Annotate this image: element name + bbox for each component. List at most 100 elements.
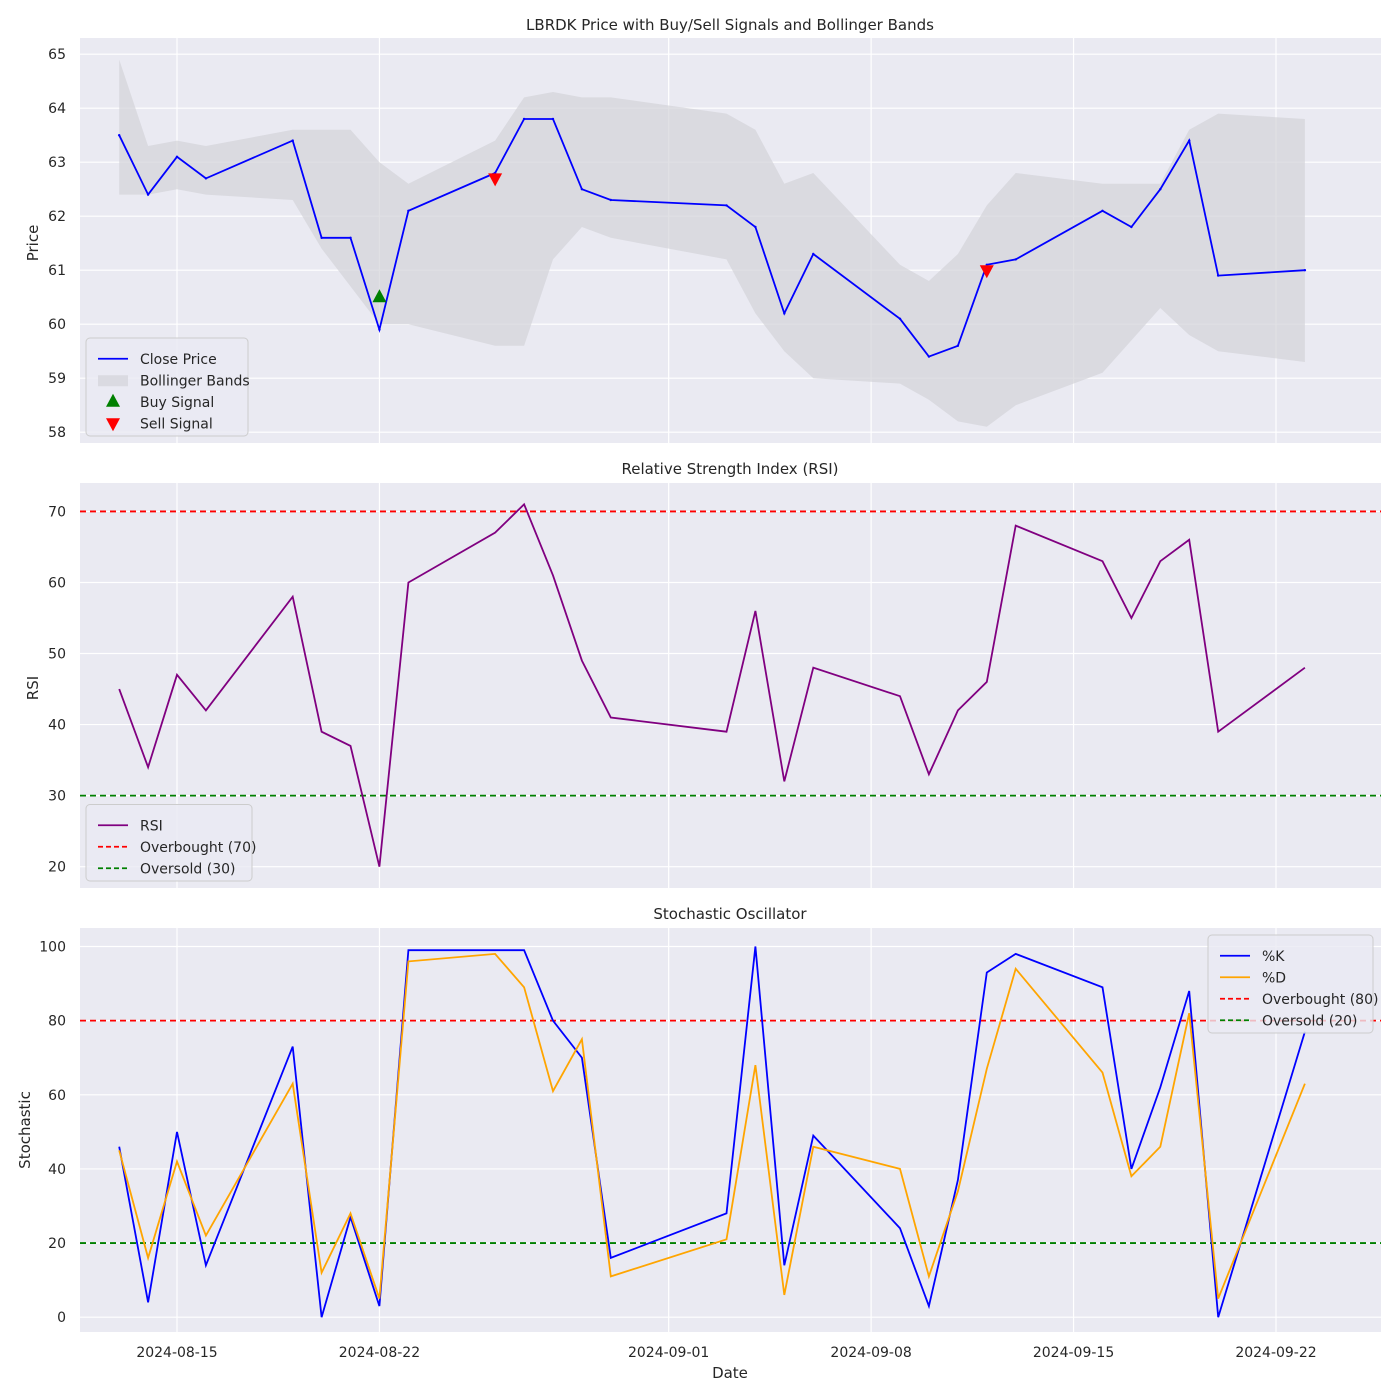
legend-label: Overbought (70)	[140, 840, 256, 856]
close-price-point	[320, 236, 323, 239]
rsi-y-axis-label: RSI	[24, 676, 42, 700]
legend-label: %K	[1262, 949, 1285, 965]
legend-swatch	[98, 375, 128, 387]
close-price-point	[783, 312, 786, 315]
price-panel: 58 59 60 61 62 63 64 65 LBRDK Price with Buy/Se…	[24, 16, 1381, 443]
close-price-point	[146, 193, 150, 196]
y-tick-label: 63	[48, 155, 66, 171]
y-tick-label: 60	[48, 317, 66, 333]
rsi-chart-title: Relative Strength Index (RSI)	[621, 460, 838, 478]
price-chart-title: LBRDK Price with Buy/Sell Signals and Bo…	[526, 16, 934, 34]
close-price-point	[927, 355, 931, 358]
y-tick-label: 20	[48, 860, 66, 876]
rsi-line	[118, 502, 1306, 867]
legend-box	[85, 337, 249, 437]
rsi-axes-background	[80, 483, 1381, 888]
sell-signal-marker	[979, 265, 994, 279]
close-price-point	[291, 139, 294, 142]
legend-label: Overbought (80)	[1262, 992, 1378, 1008]
close-price-point	[812, 252, 815, 256]
price-legend: Close Price Bollinger Bands Buy Signal Sell…	[85, 337, 250, 437]
rsi-panel: 20 30 40 50 60 70 Relative Strength Index (RS…	[24, 460, 1381, 888]
y-tick-label: 30	[48, 789, 66, 805]
rsi-y-ticks: 20 30 40 50 60 70	[48, 504, 66, 875]
legend-label: Close Price	[140, 352, 217, 368]
close-price-point	[1014, 258, 1017, 261]
close-price-point	[378, 328, 381, 331]
close-price-point	[1303, 269, 1307, 272]
y-tick-label: 100	[39, 940, 66, 956]
x-tick-label: 2024-09-01	[628, 1345, 709, 1361]
close-price-point	[551, 117, 555, 121]
close-price-point	[117, 134, 121, 137]
close-price-point	[522, 117, 526, 121]
rsi-marks	[80, 502, 1381, 867]
sell-signal-marker	[488, 173, 503, 187]
price-marks	[117, 59, 1307, 427]
x-tick-label: 2024-09-08	[830, 1345, 911, 1361]
y-tick-label: 65	[48, 47, 66, 63]
x-tick-label: 2024-08-15	[136, 1345, 217, 1361]
legend-label: Oversold (20)	[1262, 1013, 1358, 1029]
y-tick-label: 50	[48, 647, 66, 663]
close-price-point	[1216, 274, 1220, 277]
close-price-point	[725, 204, 728, 207]
close-price-point	[407, 209, 410, 212]
y-tick-label: 0	[57, 1310, 66, 1326]
k-line	[118, 946, 1306, 1318]
y-tick-label: 40	[48, 1162, 66, 1178]
y-tick-label: 70	[48, 504, 66, 520]
y-tick-label: 59	[48, 371, 66, 387]
y-tick-label: 40	[48, 718, 66, 734]
close-price-point	[1159, 188, 1162, 191]
y-tick-label: 64	[48, 101, 66, 117]
close-price-point	[349, 236, 352, 239]
stochastic-chart-title: Stochastic Oscillator	[653, 905, 807, 923]
y-tick-label: 60	[48, 575, 66, 591]
stochastic-axes-background	[80, 928, 1381, 1332]
legend-swatch	[106, 393, 120, 407]
y-tick-label: 61	[48, 263, 66, 279]
buy-signal-marker	[372, 289, 387, 303]
close-price-point	[898, 317, 902, 320]
close-price-point	[1188, 139, 1191, 142]
close-price-point	[754, 225, 757, 229]
price-y-ticks: 58 59 60 61 62 63 64 65	[48, 47, 66, 441]
y-tick-label: 80	[48, 1014, 66, 1030]
legend-label: RSI	[140, 818, 163, 834]
stochastic-marks	[80, 946, 1381, 1318]
legend-label: %D	[1262, 970, 1286, 986]
y-tick-label: 62	[48, 209, 66, 225]
stochastic-y-ticks: 0 20 40 60 80 100	[39, 940, 66, 1327]
y-tick-label: 58	[48, 425, 66, 441]
stochastic-y-axis-label: Stochastic	[16, 1091, 34, 1169]
x-tick-label: 2024-08-22	[339, 1345, 420, 1361]
x-tick-label: 2024-09-15	[1033, 1345, 1114, 1361]
x-tick-label: 2024-09-22	[1235, 1345, 1316, 1361]
price-y-axis-label: Price	[24, 225, 42, 262]
close-price-point	[580, 188, 584, 191]
close-price-point	[1130, 225, 1133, 229]
legend-box	[85, 804, 253, 882]
close-price-point	[1101, 209, 1104, 212]
rsi-legend: RSI Overbought (70) Oversold (30)	[85, 804, 256, 882]
x-axis-tick-labels: 2024-08-15 2024-08-22 2024-09-01 2024-09-08…	[136, 1345, 1316, 1361]
x-axis-label: Date	[712, 1364, 748, 1382]
bollinger-band-area	[119, 59, 1305, 427]
close-price-point	[609, 198, 613, 202]
close-price-point	[175, 155, 179, 158]
legend-label: Bollinger Bands	[140, 373, 250, 389]
close-price-point	[956, 344, 960, 347]
legend-box	[1207, 934, 1374, 1034]
y-tick-label: 20	[48, 1236, 66, 1252]
close-price-point	[204, 177, 208, 180]
stochastic-legend: %K %D Overbought (80) Oversold (20)	[1207, 934, 1378, 1034]
stochastic-panel: 0 20 40 60 80 100 Stochastic Oscillator Stoch…	[16, 905, 1381, 1332]
legend-label: Sell Signal	[140, 416, 213, 432]
d-line	[118, 952, 1306, 1299]
legend-label: Oversold (30)	[140, 861, 236, 877]
y-tick-label: 60	[48, 1088, 66, 1104]
legend-label: Buy Signal	[140, 395, 214, 411]
legend-swatch	[106, 418, 120, 432]
